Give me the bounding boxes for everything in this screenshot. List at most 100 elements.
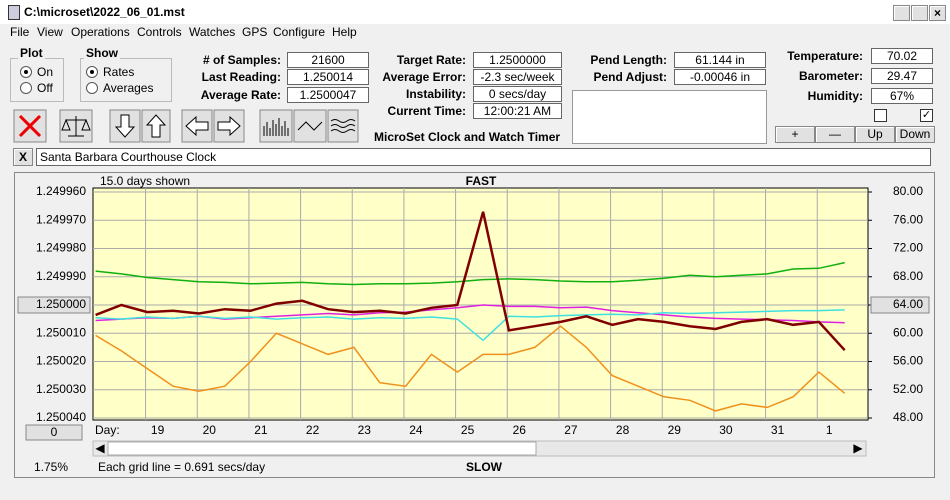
y-tick-label: 1.249960 (36, 184, 86, 198)
field-label: Humidity: (807, 89, 863, 103)
app-icon (8, 5, 20, 20)
field-value: -0.00046 in (674, 69, 766, 85)
title-bar (0, 0, 950, 24)
x-tick-label: 22 (306, 423, 320, 437)
field-value: -2.3 sec/week (473, 69, 562, 85)
percent: 1.75% (34, 460, 68, 474)
y-tick-label: 1.249990 (36, 269, 86, 283)
field-value: 1.250014 (287, 69, 369, 85)
minimize[interactable] (893, 5, 910, 21)
multi-view-button[interactable] (327, 109, 359, 143)
menu-item[interactable]: Operations (71, 25, 130, 39)
bars-view-button[interactable] (259, 109, 293, 143)
x-tick-label: 30 (719, 423, 733, 437)
close-window[interactable]: × (929, 5, 946, 21)
x-tick-label: 26 (513, 423, 527, 437)
menu-item[interactable]: Watches (189, 25, 236, 39)
right-button[interactable] (213, 109, 245, 143)
radio-button[interactable] (20, 82, 32, 94)
down-button[interactable] (109, 109, 141, 143)
clock-name-field[interactable]: Santa Barbara Courthouse Clock (36, 148, 931, 166)
scroll-thumb[interactable] (107, 441, 537, 456)
field-value: 1.2500047 (287, 87, 369, 103)
plot-options-frame (572, 90, 767, 144)
plot-area (92, 187, 869, 421)
x-tick-label: 28 (616, 423, 630, 437)
x-tick-label: 25 (461, 423, 475, 437)
y2-button[interactable] (870, 296, 930, 314)
field-label: Average Rate: (200, 88, 281, 102)
x-tick-label: 21 (254, 423, 268, 437)
series-line (95, 211, 846, 352)
menu-item[interactable]: Help (332, 25, 357, 39)
radio-label[interactable]: Rates (103, 65, 135, 79)
scale-button[interactable] (59, 109, 93, 143)
button[interactable]: Down (895, 126, 935, 143)
zero-button[interactable] (25, 424, 83, 441)
radio-label[interactable]: On (37, 65, 54, 79)
grid-note: Each grid line = 0.691 secs/day (98, 460, 265, 474)
button[interactable]: — (815, 126, 855, 143)
scroll-right: ▶ (853, 441, 863, 455)
button[interactable]: Up (855, 126, 895, 143)
left-button[interactable] (181, 109, 213, 143)
menu-item[interactable]: Configure (273, 25, 326, 39)
menu-item[interactable]: View (37, 25, 63, 39)
fast-label: FAST (466, 174, 497, 188)
button[interactable]: + (775, 126, 815, 143)
close-clock-button[interactable]: X (13, 148, 33, 166)
days-shown: 15.0 days shown (100, 174, 190, 188)
menu-item[interactable]: GPS (242, 25, 268, 39)
radio-button[interactable] (86, 66, 98, 78)
x-tick-label: 27 (564, 423, 578, 437)
x-tick-label: 1 (826, 423, 833, 437)
up-button[interactable] (141, 109, 171, 143)
field-label: Current Time: (387, 104, 466, 118)
plot-group-title: Plot (18, 46, 45, 60)
menu-item[interactable]: File (10, 25, 30, 39)
field-value: 21600 (287, 52, 369, 68)
y2-tick-label: 68.00 (893, 269, 923, 283)
x-axis-label: Day: (95, 423, 120, 437)
y2-tick-label: 72.00 (893, 241, 923, 255)
checkbox[interactable] (874, 109, 887, 122)
checkbox[interactable]: ✓ (920, 109, 933, 122)
x-tick-label: 24 (409, 423, 423, 437)
center-button[interactable] (17, 296, 91, 314)
menu-item[interactable]: Controls (137, 25, 182, 39)
y2-tick-label[interactable]: 64.00 (893, 297, 923, 311)
radio-label[interactable]: Averages (103, 81, 154, 95)
x-tick-label: 19 (151, 423, 165, 437)
zero-button-label[interactable]: 0 (51, 425, 58, 439)
y-tick-label[interactable]: 1.250000 (36, 297, 86, 311)
maximize[interactable] (911, 5, 928, 21)
field-label: Last Reading: (201, 70, 281, 84)
delete-button[interactable] (13, 109, 47, 143)
y2-tick-label: 76.00 (893, 212, 923, 226)
y2-tick-label: 80.00 (893, 184, 923, 198)
field-value: 29.47 (871, 68, 933, 84)
field-label: Barometer: (798, 69, 863, 83)
y2-tick-label: 52.00 (893, 382, 923, 396)
y-tick-label: 1.249980 (36, 241, 86, 255)
y2-tick-label: 60.00 (893, 325, 923, 339)
field-value: 61.144 in (674, 52, 766, 68)
field-label: Temperature: (787, 49, 863, 63)
wave-view-button[interactable] (293, 109, 327, 143)
field-label: Pend Adjust: (593, 70, 667, 84)
y-tick-label: 1.250030 (36, 382, 86, 396)
x-tick-label: 31 (771, 423, 785, 437)
radio-label[interactable]: Off (37, 81, 53, 95)
show-group (80, 58, 172, 102)
field-value: 67% (871, 88, 933, 104)
field-value: 1.2500000 (473, 52, 562, 68)
radio-button[interactable] (20, 66, 32, 78)
radio-button[interactable] (86, 82, 98, 94)
y-tick-label: 1.250010 (36, 325, 86, 339)
window-title: C:\microset\2022_06_01.mst (24, 5, 185, 19)
field-label: Target Rate: (396, 53, 466, 67)
show-group-title: Show (84, 46, 120, 60)
field-label: Instability: (405, 87, 466, 101)
y-tick-label: 1.250040 (36, 410, 86, 424)
